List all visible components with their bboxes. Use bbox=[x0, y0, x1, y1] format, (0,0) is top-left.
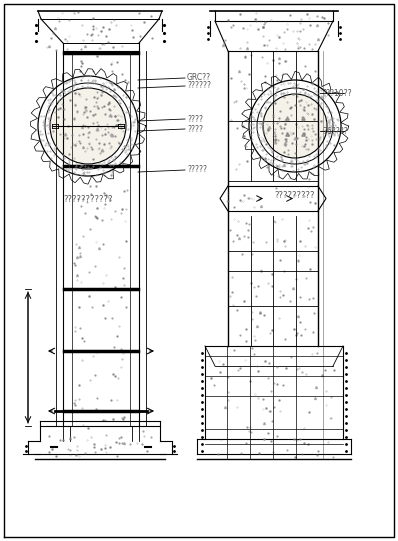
Text: GRC??: GRC?? bbox=[187, 74, 211, 82]
Text: ????: ???? bbox=[187, 124, 203, 134]
Text: ??????: ?????? bbox=[187, 82, 211, 90]
Text: ????: ???? bbox=[187, 115, 203, 123]
Text: ?????????: ????????? bbox=[275, 192, 315, 201]
Text: ???10??: ???10?? bbox=[322, 89, 351, 97]
Text: 76????: 76???? bbox=[322, 127, 348, 135]
Text: ?????: ????? bbox=[187, 166, 207, 175]
Circle shape bbox=[263, 94, 327, 158]
Text: ???????????: ??????????? bbox=[63, 195, 113, 204]
Circle shape bbox=[50, 88, 126, 164]
